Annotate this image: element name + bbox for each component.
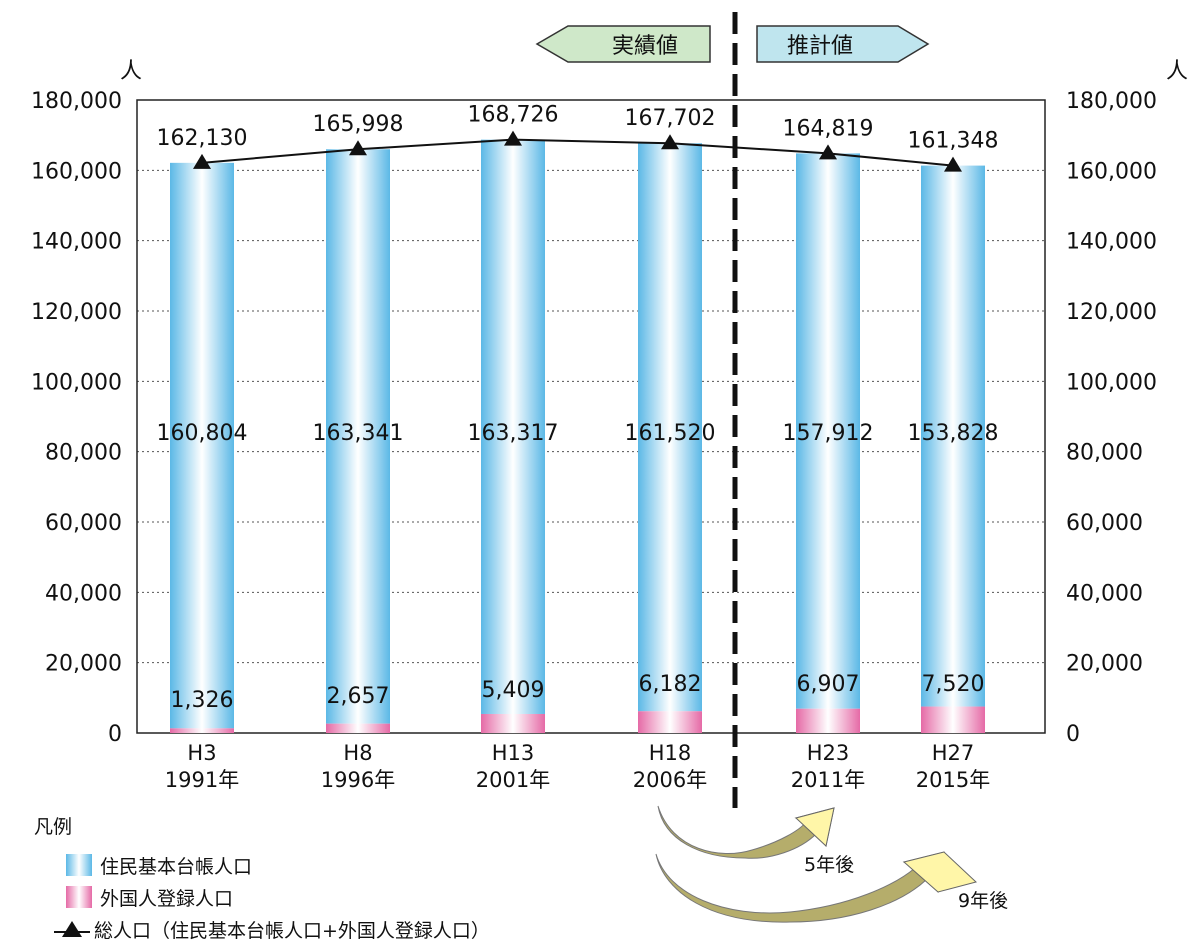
- x-category-year-label: 2011年: [791, 768, 865, 792]
- plot-frame: [136, 99, 1046, 734]
- data-label-foreign: 5,409: [482, 678, 545, 703]
- legend-label-foreign: 外国人登録人口: [100, 887, 234, 910]
- total-polyline: [201, 138, 954, 167]
- total-marker: [504, 130, 522, 146]
- y-tick-label-right: 100,000: [1066, 370, 1157, 395]
- bar-resident: [170, 162, 234, 729]
- y-tick-label-left: 100,000: [31, 370, 122, 395]
- data-label-total: 162,130: [157, 126, 248, 151]
- x-category-label: H13: [492, 741, 535, 765]
- annotation-5-years-later: 5年後: [804, 854, 855, 876]
- bar-foreign: [796, 708, 860, 733]
- total-marker: [349, 140, 367, 156]
- data-label-foreign: 6,907: [797, 672, 860, 697]
- bar-foreign: [326, 723, 390, 733]
- bar-resident: [326, 149, 390, 724]
- y-tick-label-left: 140,000: [31, 230, 122, 255]
- data-label-total: 167,702: [625, 106, 716, 131]
- legend-label-resident: 住民基本台帳人口: [100, 855, 253, 878]
- legend-swatch-pink: [66, 886, 92, 908]
- y-tick-label-right: 60,000: [1066, 511, 1143, 536]
- estimate-banner-arrow: [756, 25, 930, 63]
- data-label-resident: 157,912: [783, 421, 874, 446]
- y-unit-right: 人: [1166, 59, 1188, 84]
- actual-banner-label: 実績値: [612, 34, 678, 59]
- actual-banner-arrow: [535, 25, 711, 63]
- bar-foreign: [170, 728, 234, 733]
- data-label-resident: 163,317: [468, 421, 559, 446]
- bar-resident: [481, 139, 545, 714]
- curved-arrow-9yr-head: [902, 851, 978, 893]
- y-tick-label-right: 180,000: [1066, 89, 1157, 114]
- x-category-label: H27: [932, 741, 975, 765]
- x-category-label: H3: [187, 741, 216, 765]
- x-category-year-label: 1996年: [321, 768, 395, 792]
- curved-arrow-9yr: [655, 851, 945, 923]
- legend-label-total: 総人口（住民基本台帳人口+外国人登録人口）: [94, 919, 490, 942]
- legend-title: 凡例: [34, 816, 73, 838]
- x-category-year-label: 2015年: [916, 768, 990, 792]
- y-tick-label-right: 160,000: [1066, 159, 1157, 184]
- total-marker: [193, 153, 211, 169]
- y-tick-label-right: 40,000: [1066, 581, 1143, 606]
- x-category-label: H8: [343, 741, 372, 765]
- y-tick-label-right: 0: [1066, 722, 1080, 747]
- y-tick-label-left: 160,000: [31, 159, 122, 184]
- y-tick-label-left: 120,000: [31, 300, 122, 325]
- data-label-resident: 161,520: [625, 421, 716, 446]
- x-category-year-label: 2006年: [633, 768, 707, 792]
- bar-resident: [921, 165, 985, 707]
- y-tick-label-right: 20,000: [1066, 652, 1143, 677]
- data-label-foreign: 7,520: [922, 672, 985, 697]
- data-label-foreign: 1,326: [171, 688, 234, 713]
- y-tick-label-left: 0: [108, 722, 122, 747]
- data-label-total: 164,819: [783, 116, 874, 141]
- y-tick-label-left: 20,000: [45, 652, 122, 677]
- y-tick-label-left: 80,000: [45, 441, 122, 466]
- data-label-foreign: 2,657: [327, 684, 390, 709]
- axes: 0 0 20,000 20,000 40,000 40,000 60,000 60,000 80…: [31, 89, 1157, 792]
- annotation-9-years-later: 9年後: [958, 890, 1009, 912]
- y-tick-label-right: 80,000: [1066, 441, 1143, 466]
- bars: [170, 139, 985, 733]
- x-category-year-label: 2001年: [476, 768, 550, 792]
- estimate-banner-label: 推計値: [787, 34, 853, 59]
- bar-foreign: [481, 713, 545, 733]
- x-category-label: H23: [807, 741, 850, 765]
- bar-resident: [638, 143, 702, 712]
- y-tick-label-right: 120,000: [1066, 300, 1157, 325]
- y-tick-label-left: 180,000: [31, 89, 122, 114]
- data-label-resident: 163,341: [313, 421, 404, 446]
- y-tick-label-left: 60,000: [45, 511, 122, 536]
- legend-item-foreign: 外国人登録人口: [34, 881, 490, 913]
- data-label-foreign: 6,182: [639, 672, 702, 697]
- total-marker: [819, 144, 837, 160]
- data-label-total: 165,998: [313, 112, 404, 137]
- x-category-label: H18: [649, 741, 692, 765]
- grid-lines: [137, 169, 1045, 664]
- bar-foreign: [921, 706, 985, 733]
- y-tick-label-right: 140,000: [1066, 230, 1157, 255]
- legend-item-resident: 住民基本台帳人口: [34, 849, 490, 881]
- legend: 凡例 住民基本台帳人口 外国人登録人口 総人口（住民基本台帳人口+外国人登録人口…: [34, 812, 490, 945]
- curved-arrow-5yr-head: [794, 807, 835, 847]
- y-tick-label-left: 40,000: [45, 581, 122, 606]
- total-marker: [944, 156, 962, 172]
- y-unit-left: 人: [120, 59, 142, 84]
- total-marker: [661, 134, 679, 150]
- data-label-total: 161,348: [908, 129, 999, 154]
- total-line: [193, 130, 962, 172]
- legend-item-total: 総人口（住民基本台帳人口+外国人登録人口）: [34, 913, 490, 945]
- data-label-resident: 153,828: [908, 421, 999, 446]
- data-label-resident: 160,804: [157, 421, 248, 446]
- data-labels: 160,804 1,326 163,341 2,657 163,317 5,409 161,…: [157, 103, 999, 713]
- bar-foreign: [638, 711, 702, 733]
- bar-resident: [796, 153, 860, 709]
- legend-swatch-blue: [66, 854, 92, 876]
- legend-swatch-triangle-line: [54, 918, 90, 940]
- x-category-year-label: 1991年: [165, 768, 239, 792]
- data-label-total: 168,726: [468, 103, 559, 128]
